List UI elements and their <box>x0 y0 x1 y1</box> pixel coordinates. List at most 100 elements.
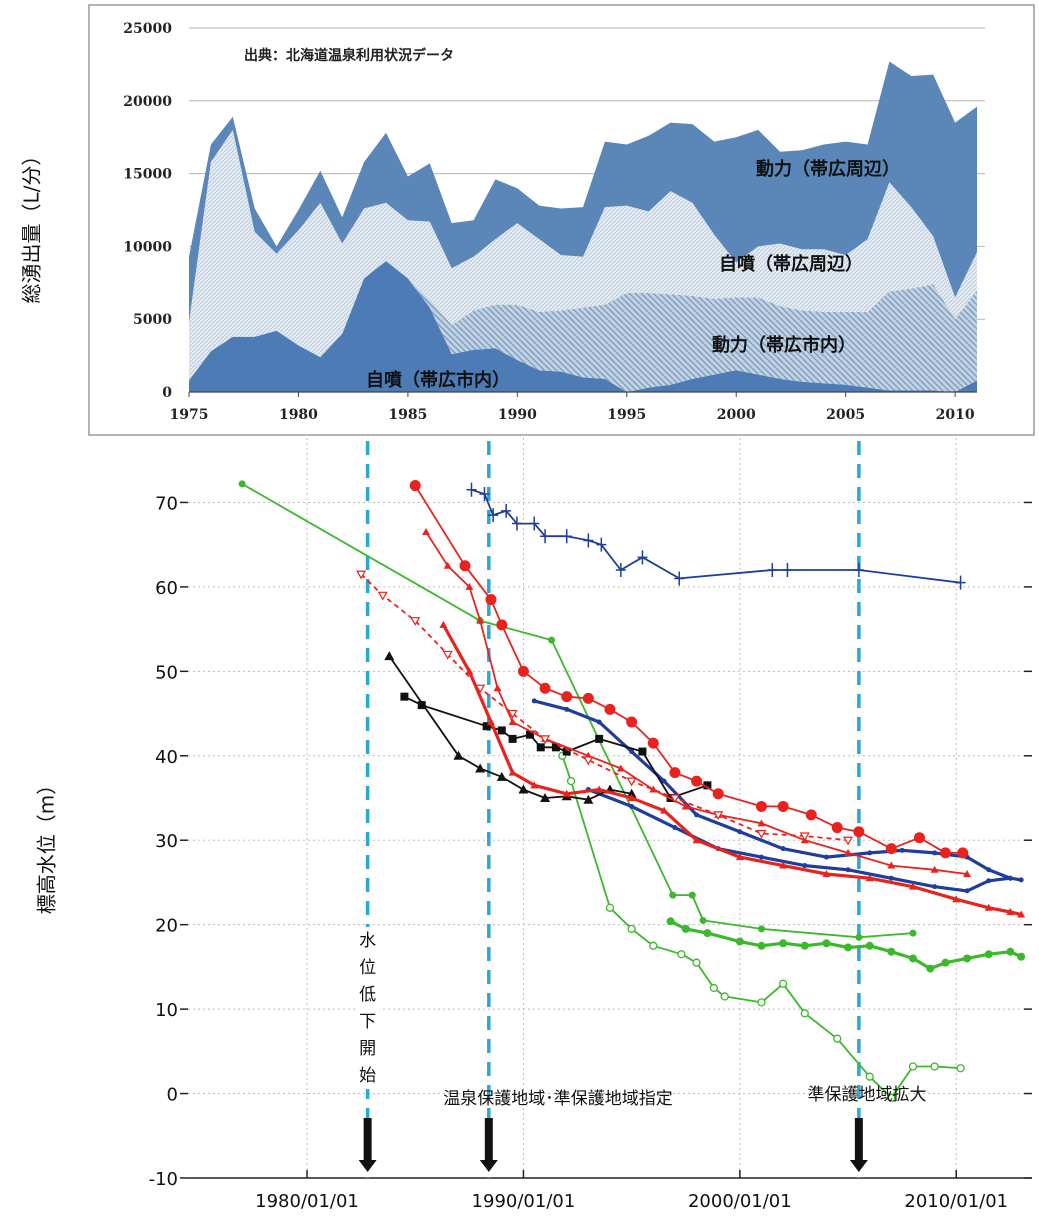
water-level-point <box>909 929 917 937</box>
water-level-point <box>476 616 485 624</box>
water-level-point <box>564 706 570 712</box>
water-level-point <box>955 575 966 590</box>
water-level-point <box>562 747 571 756</box>
water-level-point <box>638 747 647 756</box>
water-level-point <box>566 776 576 786</box>
water-level-point <box>238 480 246 488</box>
water-level-point <box>508 718 517 725</box>
water-level-point <box>845 867 851 873</box>
water-level-point <box>757 819 766 827</box>
water-level-point <box>531 698 537 704</box>
water-level-point <box>508 768 517 776</box>
water-level-point <box>410 617 421 626</box>
water-level-y-tick-label: 40 <box>155 747 178 768</box>
water-level-point <box>713 811 724 821</box>
water-level-y-tick-label: 0 <box>167 1085 178 1106</box>
water-level-point <box>507 709 518 719</box>
water-level-point <box>963 870 972 877</box>
water-level-point <box>699 916 707 924</box>
water-level-point <box>831 822 843 834</box>
water-level-point <box>561 691 573 703</box>
water-level-point <box>735 937 744 946</box>
water-level-point <box>932 850 938 856</box>
water-level-point <box>767 563 778 577</box>
water-level-point <box>779 861 788 869</box>
water-level-point <box>755 800 767 812</box>
guide-label-char: 水 <box>359 931 376 951</box>
water-level-point <box>627 924 636 934</box>
water-level-x-tick-label: 1990/01/01 <box>472 1191 576 1212</box>
water-level-point <box>475 684 486 694</box>
water-level-point <box>493 684 502 692</box>
water-level-point <box>518 784 529 794</box>
water-level-point <box>649 941 658 950</box>
water-level-point <box>867 850 873 856</box>
water-level-point <box>805 809 817 821</box>
water-level-point <box>703 929 712 938</box>
water-level-point <box>465 667 474 675</box>
water-level-point <box>508 734 517 743</box>
water-level-point <box>637 550 648 565</box>
discharge-y-axis-label: 総湧出量（L/分） <box>19 145 44 304</box>
water-level-point <box>496 771 507 781</box>
discharge-x-tick-label: 2000 <box>717 407 756 423</box>
water-level-point <box>757 925 765 933</box>
water-level-point <box>629 749 635 755</box>
water-level-point <box>356 570 367 580</box>
water-level-point <box>669 794 680 804</box>
water-level-point <box>583 533 594 548</box>
water-level-series-black-square <box>400 692 712 802</box>
water-level-point <box>703 781 712 790</box>
water-level-point <box>672 825 678 831</box>
water-level-point <box>853 563 864 577</box>
area-label-natural-outer: 自噴（帯広周辺） <box>719 253 863 275</box>
water-level-line <box>388 655 632 801</box>
guide-arrow-head <box>358 1160 377 1172</box>
water-level-series-red-dense-tri <box>439 620 1026 918</box>
guide-label-char: 下 <box>359 1012 376 1032</box>
discharge-x-tick-label: 1975 <box>170 407 209 423</box>
water-level-point <box>465 582 474 590</box>
discharge-ticks: 0 5000 10000 15000 20000 25000 1975 1980 1985 199… <box>123 21 975 423</box>
water-level-point <box>800 1009 809 1018</box>
water-level-point <box>616 764 625 772</box>
water-level-point <box>930 865 939 873</box>
water-level-point <box>604 703 616 715</box>
water-level-point <box>627 794 636 801</box>
discharge-x-tick-label: 1985 <box>388 407 427 423</box>
guide-label-background <box>355 927 380 1089</box>
water-level-point <box>957 847 969 859</box>
water-level-point <box>596 537 607 552</box>
water-level-point <box>596 719 602 725</box>
water-level-x-tick-label: 1980/01/01 <box>255 1191 359 1212</box>
water-level-point <box>681 802 690 810</box>
water-level-point <box>853 826 865 838</box>
water-level-point <box>548 636 556 644</box>
water-level-point <box>865 1072 874 1081</box>
water-level-point <box>737 829 743 835</box>
guide-arrow-head <box>479 1160 498 1172</box>
water-level-point <box>677 950 686 959</box>
guide-arrow-shaft <box>854 1118 863 1162</box>
water-level-series-black-triangle <box>384 651 637 804</box>
water-level-point <box>530 781 539 789</box>
water-level-point <box>1018 877 1024 883</box>
water-level-point <box>666 917 675 926</box>
water-level-point <box>984 903 993 911</box>
water-level-point <box>888 875 894 881</box>
water-level-point <box>822 870 831 877</box>
water-level-point <box>529 516 540 531</box>
water-level-point <box>525 730 534 739</box>
water-level-point <box>908 1062 918 1071</box>
water-level-point <box>1006 908 1015 915</box>
water-level-point <box>501 503 512 518</box>
source-note: 出典：北海道温泉利用状況データ <box>244 47 454 64</box>
discharge-area-2 <box>189 261 977 392</box>
water-level-point <box>536 743 545 752</box>
water-level-y-tick-label: -10 <box>149 1169 178 1190</box>
discharge-area-1 <box>189 261 977 392</box>
water-level-point <box>778 979 788 988</box>
discharge-x-tick-label: 2005 <box>826 407 865 423</box>
water-level-point <box>485 594 497 606</box>
water-level-point <box>692 958 701 967</box>
